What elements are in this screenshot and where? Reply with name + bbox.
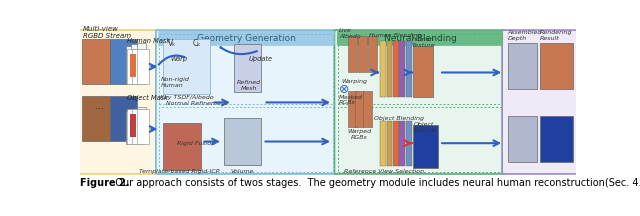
- Bar: [399, 121, 405, 166]
- Text: Reference View Selection: Reference View Selection: [344, 169, 424, 174]
- Bar: [159, 107, 333, 172]
- Text: Warped
RGBs: Warped RGBs: [347, 129, 371, 140]
- Bar: [136, 43, 147, 81]
- Bar: [137, 109, 150, 144]
- Bar: [110, 96, 137, 141]
- Bar: [132, 109, 145, 144]
- Text: ⊗: ⊗: [339, 83, 349, 96]
- Text: Template-based Rigid-ICP: Template-based Rigid-ICP: [139, 169, 220, 174]
- Bar: [159, 34, 333, 104]
- Bar: [110, 39, 137, 84]
- Text: Update: Update: [249, 56, 273, 62]
- Text: Normal Refinement: Normal Refinement: [166, 101, 227, 106]
- Bar: [387, 41, 392, 97]
- Bar: [363, 91, 372, 127]
- Bar: [367, 36, 376, 73]
- Text: Cₖ: Cₖ: [192, 39, 201, 48]
- Bar: [338, 107, 502, 172]
- Text: Volume: Volume: [231, 169, 255, 174]
- Bar: [540, 116, 573, 162]
- Bar: [83, 96, 110, 141]
- Bar: [137, 49, 150, 84]
- Bar: [132, 49, 145, 84]
- Bar: [358, 36, 367, 73]
- FancyBboxPatch shape: [502, 30, 577, 174]
- Bar: [380, 121, 386, 166]
- Text: Rigid Fusion: Rigid Fusion: [177, 141, 216, 146]
- Text: Non-rigid
Human: Non-rigid Human: [161, 77, 189, 88]
- Text: Multi-view
RGBD Stream: Multi-view RGBD Stream: [83, 26, 131, 39]
- FancyBboxPatch shape: [335, 30, 506, 174]
- Bar: [83, 39, 110, 84]
- Bar: [127, 109, 140, 144]
- Bar: [130, 54, 136, 78]
- Bar: [131, 109, 141, 142]
- Bar: [540, 43, 573, 89]
- Text: Geometry Generation: Geometry Generation: [197, 34, 296, 43]
- Text: Neural Blending: Neural Blending: [383, 34, 456, 43]
- Text: Figure 2.: Figure 2.: [80, 178, 129, 188]
- Text: Vₖ: Vₖ: [168, 39, 176, 48]
- Bar: [508, 116, 538, 162]
- Bar: [125, 111, 136, 144]
- Text: Rendering
Result: Rendering Result: [540, 30, 573, 41]
- Text: Human Blending: Human Blending: [369, 33, 421, 38]
- Text: Object
Texture: Object Texture: [412, 122, 436, 133]
- Bar: [399, 41, 405, 97]
- Bar: [163, 39, 211, 94]
- Bar: [508, 43, 538, 89]
- Bar: [406, 41, 412, 97]
- Bar: [348, 36, 356, 73]
- Text: Object Blending: Object Blending: [374, 116, 424, 121]
- Bar: [380, 41, 386, 97]
- Text: Our approach consists of twos stages.  The geometry module includes neural human: Our approach consists of twos stages. Th…: [109, 178, 640, 188]
- Bar: [348, 91, 356, 127]
- Bar: [355, 91, 364, 127]
- Bar: [130, 114, 136, 137]
- Bar: [393, 121, 399, 166]
- Text: Human Mask: Human Mask: [127, 38, 170, 44]
- Text: Key TSDF/Albedo: Key TSDF/Albedo: [160, 95, 214, 100]
- Bar: [136, 107, 147, 141]
- FancyBboxPatch shape: [79, 30, 161, 174]
- Text: ...: ...: [95, 101, 104, 111]
- Bar: [393, 41, 399, 97]
- Text: Human
Texture: Human Texture: [412, 37, 435, 48]
- Text: Refined
Mesh: Refined Mesh: [237, 80, 260, 91]
- Text: Warping: Warping: [342, 79, 368, 84]
- Text: Warp: Warp: [171, 56, 188, 62]
- FancyArrowPatch shape: [221, 47, 257, 54]
- FancyArrowPatch shape: [159, 56, 184, 65]
- Bar: [413, 46, 433, 97]
- FancyBboxPatch shape: [158, 31, 335, 46]
- FancyBboxPatch shape: [156, 30, 337, 174]
- FancyBboxPatch shape: [337, 31, 503, 46]
- Text: Assembled
Depth: Assembled Depth: [508, 30, 542, 41]
- Text: Object Mask: Object Mask: [127, 95, 168, 101]
- Bar: [125, 46, 136, 84]
- Bar: [234, 44, 261, 92]
- Bar: [131, 44, 141, 83]
- Bar: [163, 123, 200, 170]
- Bar: [413, 125, 438, 168]
- Bar: [224, 118, 261, 165]
- Text: Masked
RGBs: Masked RGBs: [339, 95, 363, 105]
- Bar: [338, 34, 502, 104]
- Bar: [387, 121, 392, 166]
- Text: Live
Albedo: Live Albedo: [339, 28, 361, 39]
- Bar: [406, 121, 412, 166]
- Bar: [127, 49, 140, 84]
